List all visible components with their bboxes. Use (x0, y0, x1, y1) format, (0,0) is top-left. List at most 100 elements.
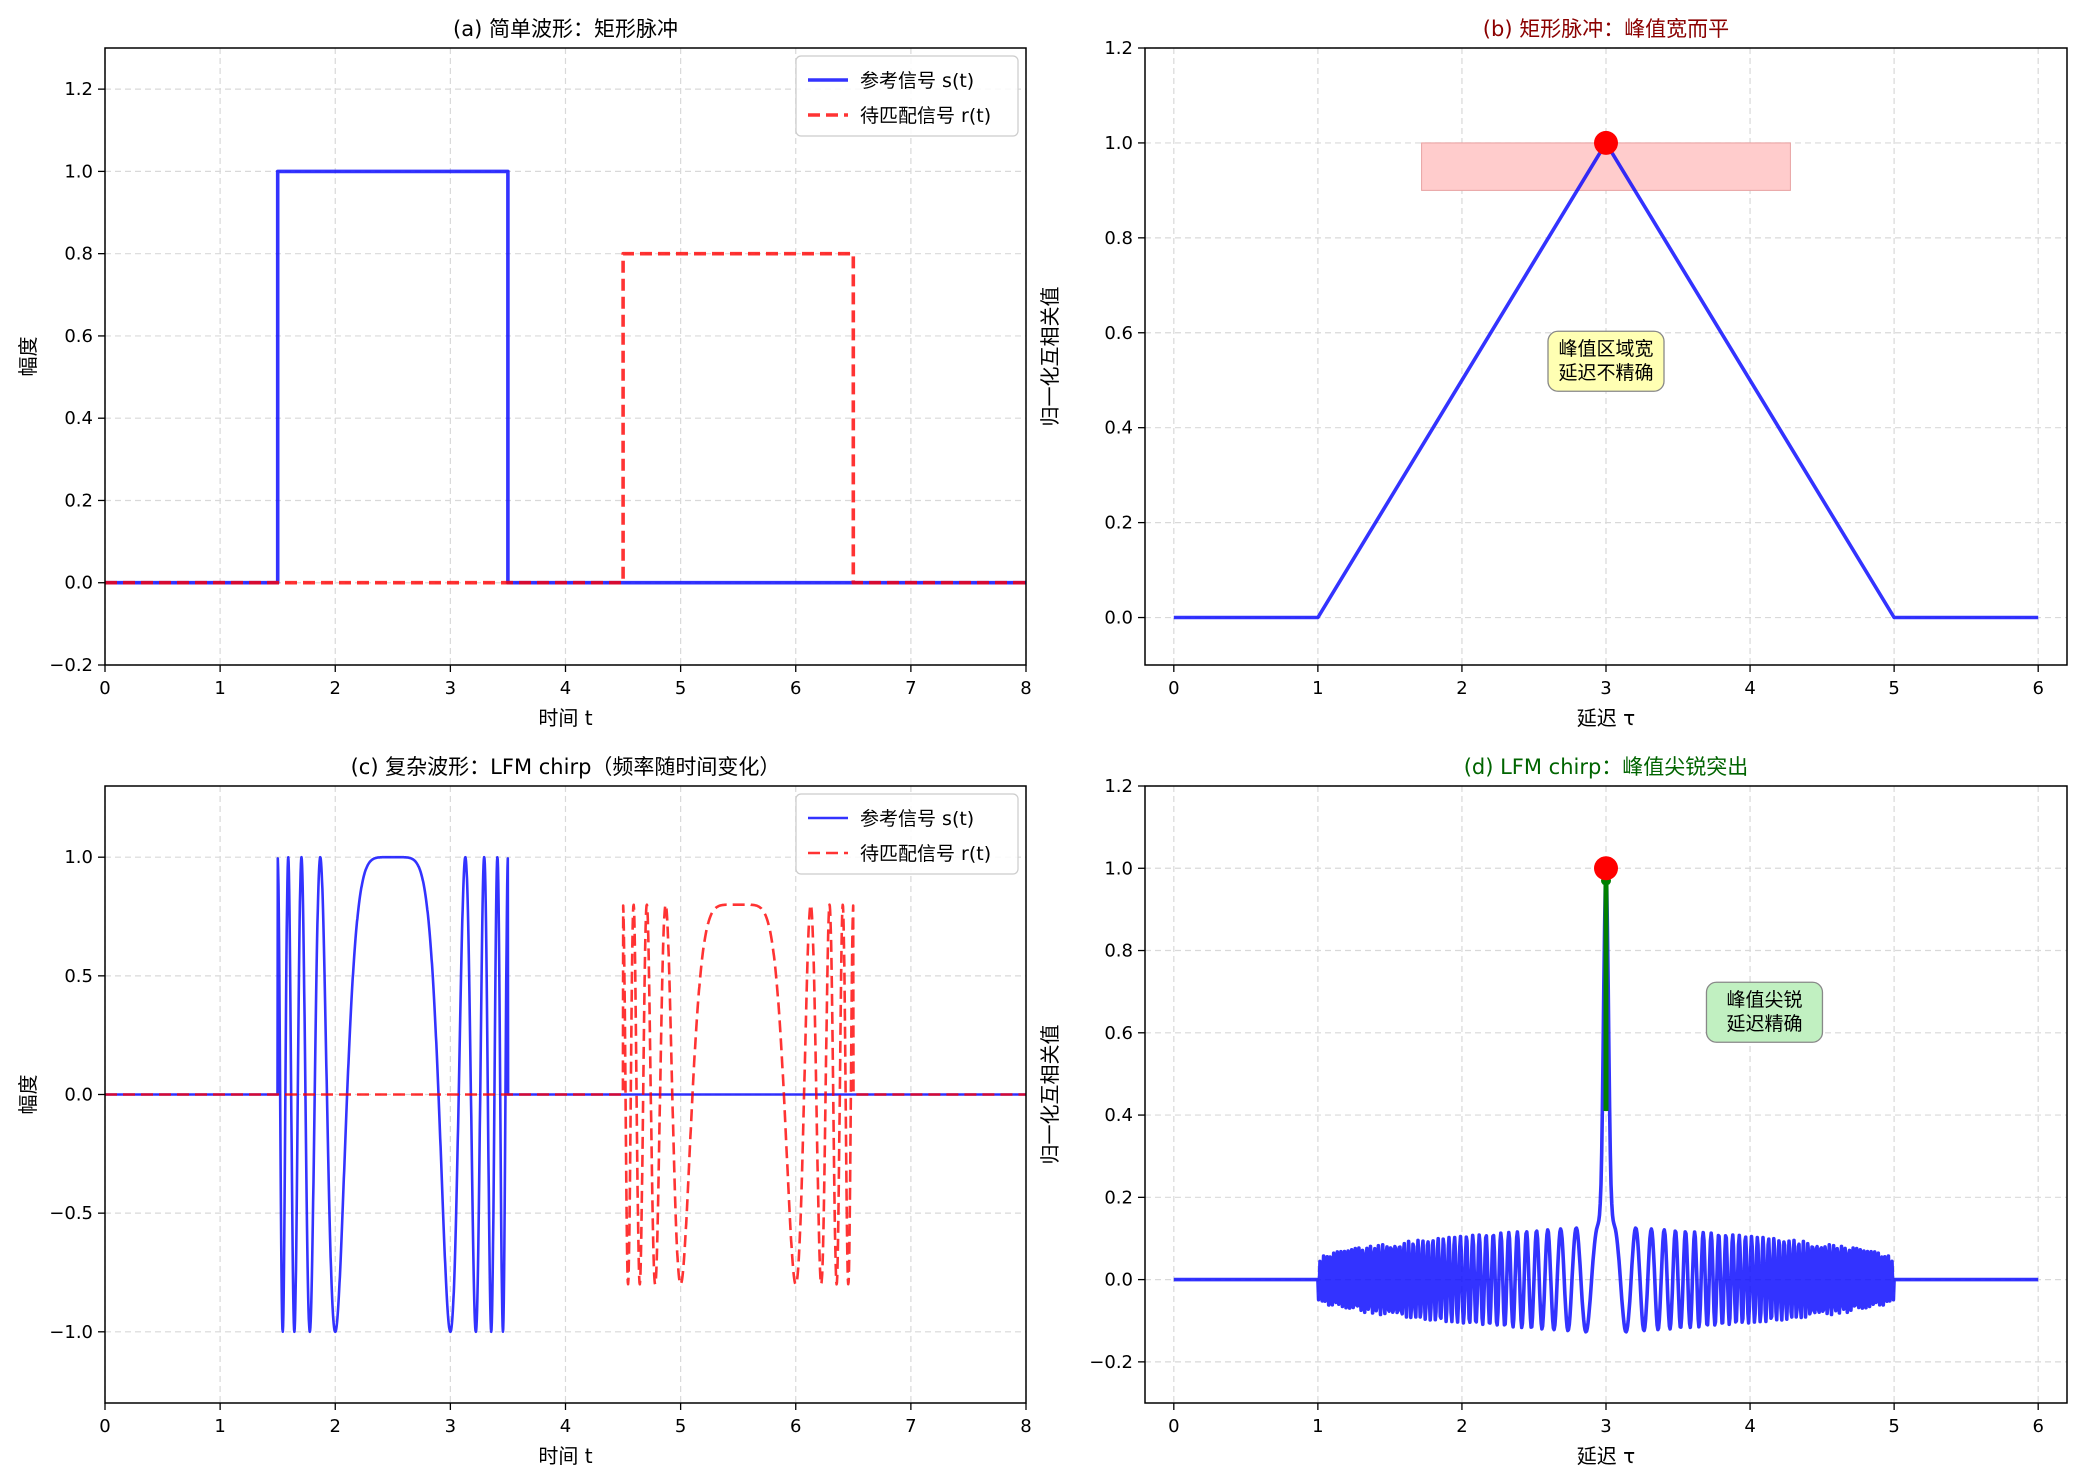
axes-frame (104, 47, 1027, 666)
axes-frame (104, 785, 1027, 1404)
x-tick-label: 8 (1020, 678, 1031, 699)
panel-title: (a) 简单波形：矩形脉冲 (453, 17, 678, 41)
annotation-text: 峰值尖锐 (1726, 989, 1802, 1011)
panel-b: 0 1 2 3 4 5 6 0.0 0.2 0.4 0.6 0.8 1.0 1.2 (b) 矩形脉冲：峰值宽… (1038, 17, 2068, 730)
x-axis-label: 时间 t (538, 1444, 592, 1468)
y-tick-label: 0.2 (64, 490, 93, 511)
y-tick-label: 0.6 (1104, 323, 1133, 344)
y-tick-label: 0.0 (64, 1085, 93, 1106)
x-axis-label: 延迟 τ (1577, 1444, 1635, 1468)
panel-title: (b) 矩形脉冲：峰值宽而平 (1483, 17, 1729, 41)
legend-frame (795, 793, 1019, 875)
annotation-box (1547, 330, 1665, 392)
y-tick-label: 0.8 (1104, 941, 1133, 962)
x-axis-label: 时间 t (538, 706, 592, 730)
x-tick-label: 1 (214, 1416, 225, 1437)
y-tick-label: −1.0 (49, 1322, 93, 1343)
annotation-box (1705, 981, 1824, 1043)
y-tick-label: 0.5 (64, 966, 93, 987)
panel-title: (d) LFM chirp：峰值尖锐突出 (1464, 755, 1749, 779)
y-tick-label: 0.4 (1104, 1105, 1133, 1126)
legend-label: 待匹配信号 r(t) (860, 105, 991, 127)
y-tick-label: 1.0 (64, 847, 93, 868)
x-tick-label: 7 (905, 1416, 916, 1437)
x-tick-label: 6 (2032, 1416, 2043, 1437)
y-tick-label: 1.0 (64, 161, 93, 182)
legend: 参考信号 s(t) 待匹配信号 r(t) (795, 793, 1019, 875)
x-tick-label: 3 (1600, 678, 1611, 699)
x-tick-label: 7 (905, 678, 916, 699)
y-tick-label: 0.6 (1104, 1023, 1133, 1044)
x-tick-label: 4 (1744, 1416, 1755, 1437)
y-tick-label: 1.2 (64, 79, 93, 100)
panel-c: 0 1 2 3 4 5 6 7 8 −1.0 −0.5 0.0 0.5 1.0 (c) 复杂波形：LFM c… (16, 755, 1032, 1468)
y-tick-label: 0.4 (1104, 418, 1133, 439)
x-axis-label: 延迟 τ (1577, 706, 1635, 730)
x-tick-label: 5 (675, 678, 686, 699)
x-tick-label: 4 (560, 1416, 571, 1437)
panel-title: (c) 复杂波形：LFM chirp（频率随时间变化） (351, 755, 781, 779)
y-tick-label: −0.5 (49, 1203, 93, 1224)
y-tick-label: −0.2 (1089, 1352, 1133, 1373)
x-tick-label: 6 (790, 678, 801, 699)
x-tick-label: 8 (1020, 1416, 1031, 1437)
x-tick-label: 2 (330, 678, 341, 699)
y-tick-label: 1.0 (1104, 858, 1133, 879)
legend-frame (795, 55, 1019, 137)
x-tick-label: 0 (99, 678, 110, 699)
x-tick-label: 4 (1744, 678, 1755, 699)
y-tick-label: 0.2 (1104, 513, 1133, 534)
series-line-series1 (105, 251, 1026, 585)
annotation-text: 峰值区域宽 (1558, 338, 1653, 360)
panel-a: 0 1 2 3 4 5 6 7 8 −0.2 0.0 0.2 0.4 0.6 0.8 1.0 1.2 (a) 简单… (16, 17, 1032, 730)
x-tick-label: 1 (1312, 678, 1323, 699)
y-axis-label: 幅度 (16, 1075, 40, 1115)
legend-label: 参考信号 s(t) (860, 808, 974, 830)
plot-area (105, 855, 1026, 1334)
y-tick-label: 0.0 (64, 573, 93, 594)
x-tick-label: 0 (99, 1416, 110, 1437)
y-tick-label: 0.0 (1104, 608, 1133, 629)
y-tick-label: 0.6 (64, 326, 93, 347)
y-tick-label: 1.2 (1104, 38, 1133, 59)
y-axis-label: 幅度 (16, 337, 40, 377)
x-tick-label: 5 (675, 1416, 686, 1437)
y-tick-label: 0.8 (1104, 228, 1133, 249)
series-line-series1 (105, 903, 1026, 1286)
y-axis-label: 归一化互相关值 (1038, 287, 1062, 427)
legend-label: 待匹配信号 r(t) (860, 843, 991, 865)
plot-area (1173, 130, 2039, 620)
y-tick-label: 1.2 (1104, 776, 1133, 797)
y-tick-label: 0.2 (1104, 1187, 1133, 1208)
x-tick-label: 4 (560, 678, 571, 699)
annotation-text: 延迟精确 (1726, 1013, 1802, 1035)
x-tick-label: 5 (1888, 678, 1899, 699)
x-tick-label: 1 (1312, 1416, 1323, 1437)
x-tick-label: 0 (1168, 1416, 1179, 1437)
x-tick-label: 1 (214, 678, 225, 699)
x-tick-label: 2 (1456, 678, 1467, 699)
x-tick-label: 3 (1600, 1416, 1611, 1437)
legend: 参考信号 s(t) 待匹配信号 r(t) (795, 55, 1019, 137)
y-tick-label: 0.0 (1104, 1270, 1133, 1291)
x-tick-label: 5 (1888, 1416, 1899, 1437)
plot-area (105, 169, 1026, 585)
axes-frame (1144, 47, 2068, 666)
y-tick-label: 0.8 (64, 244, 93, 265)
x-tick-label: 3 (445, 1416, 456, 1437)
x-tick-label: 2 (330, 1416, 341, 1437)
panel-d: 0 1 2 3 4 5 6 −0.2 0.0 0.2 0.4 0.6 0.8 1.0 1.2 (d) LFM … (1038, 755, 2068, 1468)
plot-area (1172, 856, 2040, 1334)
x-tick-label: 2 (1456, 1416, 1467, 1437)
y-tick-label: 0.4 (64, 408, 93, 429)
annotation-text: 延迟不精确 (1558, 362, 1653, 384)
x-tick-label: 6 (2032, 678, 2043, 699)
y-tick-label: −0.2 (49, 655, 93, 676)
x-tick-label: 6 (790, 1416, 801, 1437)
axes-frame (1144, 785, 2068, 1404)
x-tick-label: 0 (1168, 678, 1179, 699)
x-tick-label: 3 (445, 678, 456, 699)
peak-marker (1594, 856, 1618, 881)
y-tick-label: 1.0 (1104, 133, 1133, 154)
